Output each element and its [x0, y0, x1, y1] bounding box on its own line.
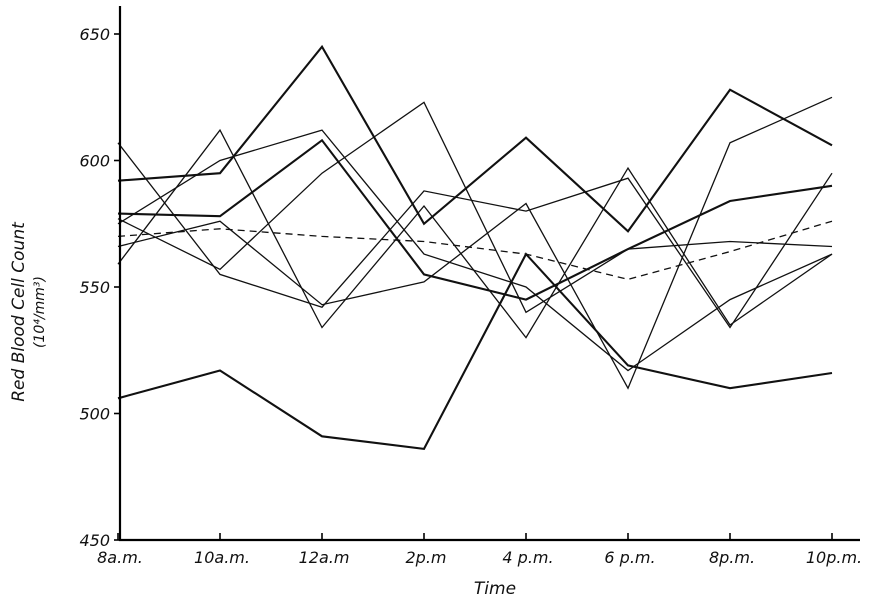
- y-tick-label: 500: [79, 405, 110, 424]
- series-line: [117, 252, 833, 451]
- x-tick-label: 8a.m.: [97, 548, 143, 567]
- y-tick-label: 450: [79, 531, 110, 550]
- y-tick-label: 550: [79, 278, 110, 297]
- x-axis-title: Time: [474, 579, 516, 599]
- series-line: [117, 44, 833, 233]
- y-tick-label: 600: [79, 152, 110, 171]
- series-line: [117, 142, 833, 329]
- series-line: [117, 138, 833, 301]
- x-tick-label: 8p.m.: [709, 548, 755, 567]
- series-line: [117, 128, 833, 339]
- y-axis-title: Red Blood Cell Count: [9, 221, 29, 402]
- series-line-mean: [117, 220, 833, 281]
- x-tick-label: 10a.m.: [194, 548, 250, 567]
- tick-labels-layer: 450 500 550 600 650 8a.m. 10a.m. 12a.m 2p.m 4 p.m…: [79, 25, 862, 567]
- x-tick-label: 12a.m: [299, 548, 350, 567]
- x-tick-label: 4 p.m.: [502, 548, 553, 567]
- series-line: [117, 101, 833, 314]
- axes-layer: [118, 6, 860, 542]
- y-tick-label: 650: [79, 25, 110, 44]
- x-tick-label: 2p.m: [405, 548, 446, 567]
- y-axis-title-group: Red Blood Cell Count (10⁴/mm³): [9, 221, 48, 402]
- series-line: [117, 96, 833, 390]
- x-tick-label: 10p.m.: [806, 548, 862, 567]
- y-axis-unit: (10⁴/mm³): [32, 276, 48, 348]
- series-layer: [117, 44, 833, 451]
- axes-frame: [118, 6, 860, 542]
- x-tick-label: 6 p.m.: [604, 548, 655, 567]
- series-line: [117, 129, 833, 372]
- ticks-layer: [114, 33, 833, 541]
